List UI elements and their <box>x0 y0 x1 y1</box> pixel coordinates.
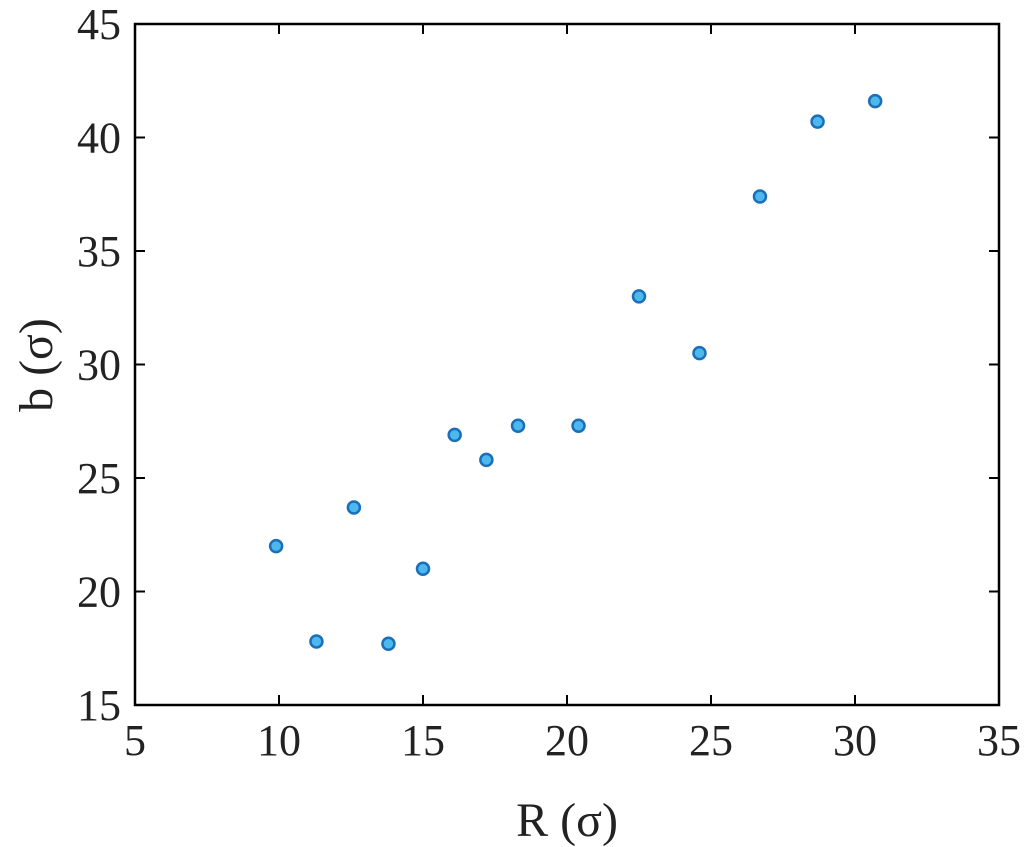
x-tick-label: 10 <box>257 716 301 765</box>
data-point <box>571 418 586 434</box>
x-tick-label: 25 <box>689 716 733 765</box>
x-tick-labels: 5 10 15 20 25 30 35 <box>124 716 1021 765</box>
data-point <box>867 93 883 109</box>
x-tick-label: 15 <box>401 716 445 765</box>
y-tick-labels: 15 20 25 30 35 40 45 <box>77 0 121 730</box>
data-point <box>752 189 768 204</box>
x-tick-label: 35 <box>977 716 1021 765</box>
x-tick-label: 20 <box>545 716 589 765</box>
y-tick-label: 20 <box>77 568 121 617</box>
data-point <box>381 636 396 651</box>
data-point <box>447 427 462 443</box>
x-tick-label: 30 <box>833 716 877 765</box>
data-point <box>510 418 526 434</box>
data-points <box>268 93 883 651</box>
y-tick-label: 35 <box>77 227 121 276</box>
data-point <box>268 538 284 554</box>
data-point <box>692 345 707 361</box>
data-point <box>810 114 825 129</box>
y-tick-label: 15 <box>77 681 121 730</box>
x-axis-label: R (σ) <box>516 794 618 847</box>
y-tick-label: 25 <box>77 454 121 503</box>
y-axis-label: b (σ) <box>10 318 63 412</box>
y-tick-label: 30 <box>77 341 121 390</box>
tick-marks <box>134 23 1000 706</box>
data-point <box>415 561 431 577</box>
data-point <box>346 500 362 515</box>
data-point <box>309 634 324 649</box>
data-point <box>479 452 494 468</box>
x-tick-label: 5 <box>124 716 146 765</box>
plot-area <box>133 22 1001 707</box>
y-tick-label: 40 <box>77 114 121 163</box>
data-point <box>631 289 647 304</box>
y-tick-label: 45 <box>77 0 121 49</box>
